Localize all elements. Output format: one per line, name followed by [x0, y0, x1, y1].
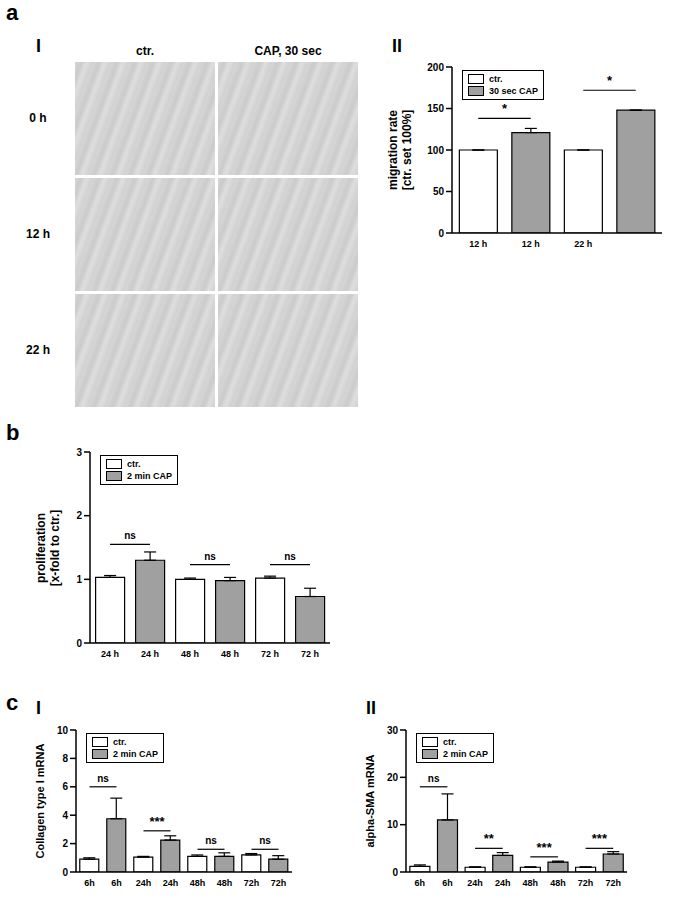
svg-text:4: 4: [62, 810, 68, 821]
svg-text:6h: 6h: [442, 878, 453, 888]
svg-text:6h: 6h: [415, 878, 426, 888]
svg-text:24 h: 24 h: [141, 649, 159, 659]
svg-text:30: 30: [387, 725, 399, 736]
svg-text:22 h: 22 h: [574, 239, 592, 249]
svg-text:10: 10: [387, 819, 399, 830]
html-text:I: I: [36, 36, 41, 56]
svg-text:48h: 48h: [523, 878, 539, 888]
svg-text:**: **: [484, 831, 495, 846]
html-text:12 h: 12 h: [26, 226, 50, 241]
svg-text:72h: 72h: [578, 878, 594, 888]
svg-text:***: ***: [537, 840, 553, 855]
svg-text:24h: 24h: [467, 878, 483, 888]
svg-text:100: 100: [427, 145, 444, 156]
svg-text:8: 8: [62, 753, 68, 764]
html-text:2 min CAP: 2 min CAP: [127, 471, 172, 481]
svg-text:0: 0: [438, 228, 444, 239]
html-text:[x-fold to ctr.]: [x-fold to ctr.]: [48, 509, 62, 586]
svg-text:ns: ns: [284, 551, 296, 562]
html-text:b: b: [6, 420, 20, 445]
html-text:ctr.: ctr.: [136, 44, 154, 58]
html-text:II: II: [366, 698, 376, 718]
html-text:0 h: 0 h: [29, 110, 47, 125]
svg-text:48h: 48h: [550, 878, 566, 888]
svg-text:12 h: 12 h: [469, 239, 487, 249]
svg-text:24h: 24h: [495, 878, 511, 888]
svg-text:20: 20: [387, 772, 399, 783]
svg-text:10: 10: [57, 725, 69, 736]
svg-text:ns: ns: [259, 835, 271, 846]
svg-text:0: 0: [392, 867, 398, 878]
svg-text:12 h: 12 h: [522, 239, 540, 249]
svg-text:2: 2: [76, 510, 82, 521]
svg-text:48h: 48h: [190, 878, 206, 888]
svg-text:***: ***: [149, 814, 165, 829]
svg-text:0: 0: [76, 638, 82, 649]
svg-text:6h: 6h: [111, 878, 122, 888]
svg-text:48 h: 48 h: [181, 649, 199, 659]
svg-text:24h: 24h: [136, 878, 152, 888]
svg-text:ns: ns: [97, 773, 109, 784]
svg-text:50: 50: [433, 186, 445, 197]
svg-text:6: 6: [62, 781, 68, 792]
html-text:ctr.: ctr.: [443, 737, 457, 747]
svg-text:0: 0: [62, 867, 68, 878]
html-text:alpha-SMA mRNA: alpha-SMA mRNA: [363, 754, 376, 848]
html-text:migration rate: migration rate: [386, 110, 400, 190]
html-text:Collagen type I mRNA: Collagen type I mRNA: [33, 743, 46, 859]
svg-text:ns: ns: [124, 530, 136, 541]
svg-text:48 h: 48 h: [221, 649, 239, 659]
html-text:ctr.: ctr.: [489, 74, 503, 84]
html-text:a: a: [6, 0, 19, 25]
html-text:ctr.: ctr.: [113, 737, 127, 747]
svg-text:72 h: 72 h: [301, 649, 319, 659]
html-text:II: II: [392, 36, 402, 56]
html-text:CAP, 30 sec: CAP, 30 sec: [254, 44, 322, 58]
svg-text:72 h: 72 h: [261, 649, 279, 659]
html-text:[ctr. set 100%]: [ctr. set 100%]: [400, 109, 414, 191]
svg-text:24 h: 24 h: [101, 649, 119, 659]
svg-text:3: 3: [76, 447, 82, 458]
html-text:22 h: 22 h: [26, 342, 50, 357]
html-text:2 min CAP: 2 min CAP: [113, 749, 158, 759]
html-text:I: I: [36, 698, 41, 718]
svg-text:72h: 72h: [244, 878, 260, 888]
html-text:proliferation: proliferation: [34, 512, 48, 583]
svg-text:48h: 48h: [217, 878, 233, 888]
svg-text:72h: 72h: [605, 878, 621, 888]
svg-text:150: 150: [427, 103, 444, 114]
svg-text:ns: ns: [204, 551, 216, 562]
html-text:ctr.: ctr.: [127, 459, 141, 469]
svg-text:ns: ns: [205, 835, 217, 846]
svg-text:***: ***: [592, 831, 608, 846]
svg-text:24h: 24h: [163, 878, 179, 888]
svg-text:6h: 6h: [84, 878, 95, 888]
svg-text:1: 1: [76, 574, 82, 585]
svg-text:72h: 72h: [271, 878, 287, 888]
html-text:30 sec CAP: 30 sec CAP: [489, 86, 538, 96]
html-text:c: c: [6, 690, 19, 715]
svg-text:200: 200: [427, 62, 444, 73]
svg-text:2: 2: [62, 838, 68, 849]
svg-text:ns: ns: [428, 773, 440, 784]
html-text:2 min CAP: 2 min CAP: [443, 749, 488, 759]
svg-text:*: *: [607, 73, 613, 88]
svg-text:*: *: [502, 101, 508, 116]
